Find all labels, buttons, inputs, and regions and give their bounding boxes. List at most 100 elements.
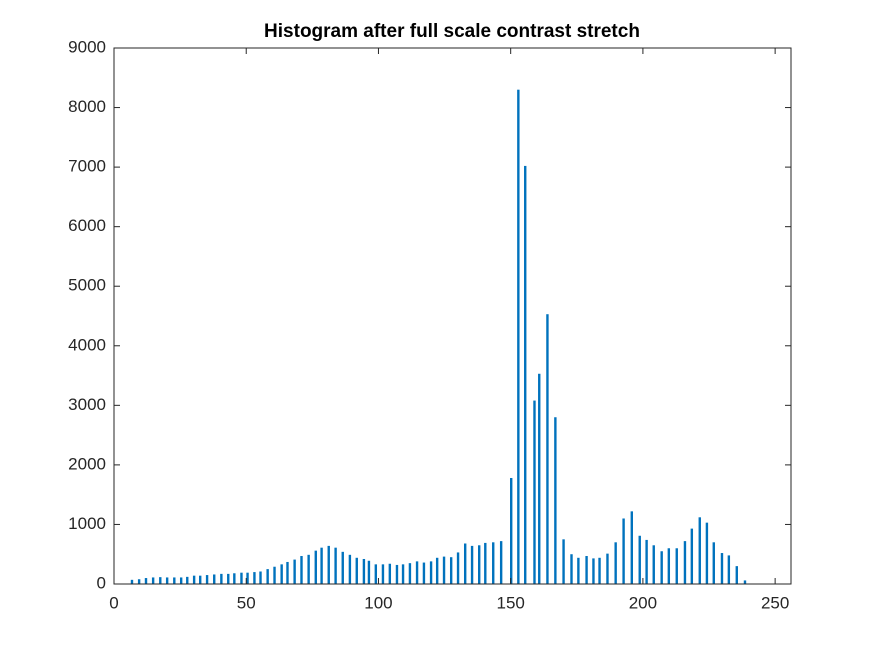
bar	[720, 553, 724, 584]
bar	[538, 373, 541, 584]
bar	[652, 545, 655, 584]
bar	[273, 566, 276, 584]
bar	[554, 417, 557, 584]
bar	[173, 577, 176, 584]
y-tick-label: 8000	[68, 97, 106, 116]
bar	[300, 556, 303, 584]
y-tick-label: 7000	[68, 157, 106, 176]
y-tick-label: 5000	[68, 276, 106, 295]
bar	[667, 548, 671, 584]
bar	[144, 578, 148, 584]
bar	[698, 517, 701, 584]
y-tick-label: 1000	[68, 514, 106, 533]
bar	[690, 528, 694, 584]
bar	[130, 579, 134, 584]
bar	[227, 573, 230, 584]
bar	[517, 89, 520, 584]
bar	[307, 554, 310, 584]
bar	[233, 573, 236, 584]
bar	[622, 518, 625, 584]
bar	[435, 557, 439, 584]
y-tick-label: 6000	[68, 216, 106, 235]
bar	[314, 550, 317, 584]
x-tick-label: 250	[761, 593, 789, 612]
bar	[533, 400, 536, 584]
bar	[286, 561, 289, 584]
bar	[408, 563, 412, 584]
bar	[592, 558, 595, 584]
x-tick-label: 200	[629, 593, 657, 612]
bar	[401, 564, 405, 584]
bar	[367, 560, 371, 584]
bar	[293, 559, 296, 584]
bar	[630, 511, 633, 584]
bar	[743, 580, 747, 584]
bar	[660, 551, 663, 584]
bar	[638, 535, 641, 584]
bar	[213, 574, 216, 584]
bar	[470, 545, 474, 584]
bar	[348, 554, 352, 584]
bar	[266, 569, 269, 584]
bar	[246, 572, 249, 584]
bar	[280, 564, 283, 584]
bar	[159, 577, 162, 584]
bar	[614, 542, 617, 584]
x-tick-label: 100	[364, 593, 392, 612]
bar	[524, 165, 527, 585]
bar	[355, 557, 358, 584]
bar	[240, 572, 243, 584]
bar	[320, 547, 323, 584]
bar	[422, 562, 426, 584]
bar	[606, 553, 609, 584]
bar	[429, 561, 433, 584]
bar	[546, 314, 549, 584]
bar	[395, 564, 399, 584]
bar	[192, 575, 196, 584]
bar	[577, 557, 580, 584]
bar	[675, 548, 678, 584]
bar	[456, 552, 460, 584]
bar	[334, 547, 337, 584]
chart-title: Histogram after full scale contrast stre…	[264, 21, 640, 42]
bar	[327, 545, 330, 584]
bar	[449, 557, 453, 584]
bar	[205, 575, 209, 584]
bar	[712, 542, 715, 584]
x-tick-label: 150	[496, 593, 524, 612]
x-tick-label: 50	[237, 593, 256, 612]
bar	[165, 577, 169, 584]
bar	[220, 573, 223, 584]
bar	[463, 543, 467, 584]
bar	[735, 566, 738, 584]
bar	[562, 539, 565, 584]
bar	[484, 542, 487, 584]
axes-box	[113, 47, 792, 585]
bar	[362, 558, 366, 584]
bar	[179, 577, 183, 584]
y-tick-label: 3000	[68, 395, 106, 414]
bar	[415, 561, 419, 584]
y-tick-label: 9000	[68, 37, 106, 56]
bar	[137, 579, 141, 584]
bar	[727, 555, 731, 584]
bar	[186, 576, 189, 584]
bar	[499, 541, 503, 584]
bar	[683, 541, 687, 584]
y-tick-label: 0	[97, 573, 106, 592]
bar	[645, 539, 648, 584]
bar	[598, 557, 601, 584]
bar	[570, 554, 573, 584]
bar	[388, 563, 392, 584]
bar	[510, 477, 513, 584]
bar	[253, 572, 256, 584]
bar	[151, 577, 155, 584]
bar	[374, 564, 378, 584]
bar	[199, 575, 202, 584]
y-tick-label: 2000	[68, 454, 106, 473]
bar	[442, 556, 446, 584]
bar	[341, 551, 344, 584]
bar	[585, 556, 588, 584]
